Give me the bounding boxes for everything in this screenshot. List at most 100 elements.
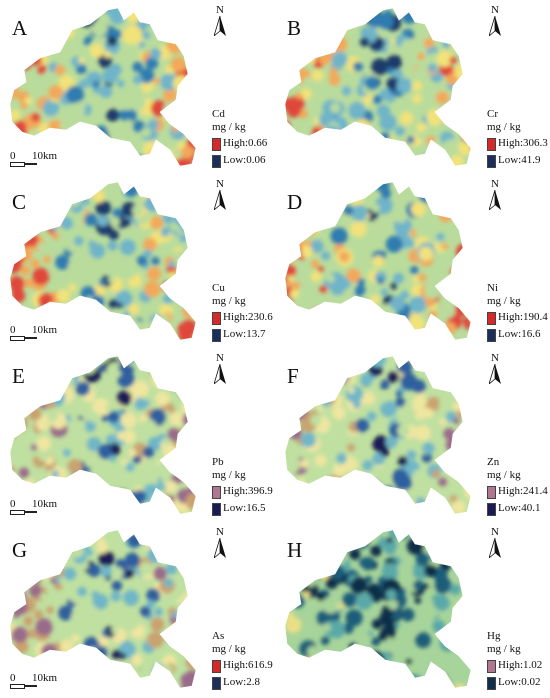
legend-high-row: High:230.6 [212, 310, 276, 326]
legend-low-label: Low:0.02 [498, 676, 541, 688]
legend-high-label: High:616.9 [223, 659, 273, 671]
legend-high-row: High:241.4 [487, 484, 550, 500]
legend-high-row: High:616.9 [212, 658, 276, 674]
legend-element: Cd [212, 108, 225, 120]
map-as [9, 529, 197, 689]
panel-letter: G [12, 538, 28, 562]
low-swatch [487, 677, 496, 690]
panel-letter: H [287, 538, 303, 562]
legend-low-row: Low:40.1 [487, 501, 550, 517]
legend: Cr mg / kg High:306.3 Low:41.9 [487, 108, 550, 169]
scale-zero: 0 [10, 150, 16, 162]
north-arrow-icon: N [485, 352, 505, 388]
map-cd [9, 7, 197, 167]
north-arrow-icon: N [210, 526, 230, 562]
legend-unit: mg / kg [487, 295, 521, 307]
legend-unit: mg / kg [487, 643, 521, 655]
legend-low-label: Low:13.7 [223, 328, 266, 340]
low-swatch [212, 503, 221, 516]
map-panel-h: H N Hg mg / kg High:1.02 Low:0.02 [275, 522, 550, 696]
map-zn [284, 355, 472, 515]
map-ni [284, 181, 472, 341]
legend-high-label: High:241.4 [498, 485, 548, 497]
high-swatch [212, 660, 221, 673]
north-label: N [216, 526, 224, 538]
legend-low-row: Low:0.02 [487, 675, 550, 691]
low-swatch [487, 329, 496, 342]
legend-element: Zn [487, 456, 500, 468]
legend-low-label: Low:2.8 [223, 676, 260, 688]
map-panel-f: F N Zn mg / kg High:241.4 Low:40.1 [275, 348, 550, 522]
legend-high-row: High:0.66 [212, 136, 276, 152]
map-panel-e: E N Pb mg / kg High:396.9 Low:16.5 0 10km [0, 348, 275, 522]
legend-element: As [212, 630, 225, 642]
legend-low-row: Low:13.7 [212, 327, 276, 343]
high-swatch [212, 312, 221, 325]
map-panel-c: C N Cu mg / kg High:230.6 Low:13.7 0 10km [0, 174, 275, 348]
scale-distance: 10km [32, 498, 58, 510]
scale-distance: 10km [32, 150, 58, 162]
legend-unit: mg / kg [212, 295, 246, 307]
high-swatch [212, 486, 221, 499]
legend-high-label: High:0.66 [223, 137, 268, 149]
legend-element: Pb [212, 456, 224, 468]
panel-letter: D [287, 190, 303, 214]
north-arrow-icon: N [210, 352, 230, 388]
scale-zero: 0 [10, 324, 16, 336]
legend: Zn mg / kg High:241.4 Low:40.1 [487, 456, 550, 517]
legend-unit: mg / kg [212, 469, 246, 481]
legend-low-label: Low:0.06 [223, 154, 266, 166]
legend-unit: mg / kg [487, 121, 521, 133]
map-panel-a: A N Cd mg / kg High:0.66 Low:0.06 0 10km [0, 0, 275, 174]
north-arrow-icon: N [485, 4, 505, 40]
north-label: N [491, 352, 499, 364]
legend-unit: mg / kg [212, 643, 246, 655]
legend-high-label: High:230.6 [223, 311, 273, 323]
high-swatch [487, 660, 496, 673]
legend-element: Ni [487, 282, 498, 294]
legend-low-label: Low:41.9 [498, 154, 541, 166]
low-swatch [212, 677, 221, 690]
low-swatch [212, 329, 221, 342]
high-swatch [487, 138, 496, 151]
map-panel-b: B N Cr mg / kg High:306.3 Low:41.9 [275, 0, 550, 174]
scale-distance: 10km [32, 672, 58, 684]
panel-letter: C [12, 190, 27, 214]
north-label: N [216, 4, 224, 16]
legend-low-label: Low:16.5 [223, 502, 266, 514]
low-swatch [487, 155, 496, 168]
legend-high-row: High:1.02 [487, 658, 550, 674]
legend-high-label: High:190.4 [498, 311, 548, 323]
north-label: N [491, 4, 499, 16]
legend-element: Cr [487, 108, 498, 120]
panel-letter: E [12, 364, 25, 388]
map-pb [9, 355, 197, 515]
north-label: N [491, 178, 499, 190]
legend-high-row: High:306.3 [487, 136, 550, 152]
legend: As mg / kg High:616.9 Low:2.8 [212, 630, 276, 691]
legend-high-row: High:190.4 [487, 310, 550, 326]
panel-letter: A [12, 16, 28, 40]
low-swatch [487, 503, 496, 516]
north-label: N [491, 526, 499, 538]
legend: Ni mg / kg High:190.4 Low:16.6 [487, 282, 550, 343]
legend-low-row: Low:41.9 [487, 153, 550, 169]
map-panel-d: D N Ni mg / kg High:190.4 Low:16.6 [275, 174, 550, 348]
legend: Cd mg / kg High:0.66 Low:0.06 [212, 108, 276, 169]
legend: Hg mg / kg High:1.02 Low:0.02 [487, 630, 550, 691]
legend: Cu mg / kg High:230.6 Low:13.7 [212, 282, 276, 343]
scale-zero: 0 [10, 498, 16, 510]
legend-low-label: Low:16.6 [498, 328, 541, 340]
north-label: N [216, 178, 224, 190]
panel-letter: F [287, 364, 299, 388]
legend-element: Hg [487, 630, 501, 642]
north-arrow-icon: N [485, 526, 505, 562]
map-cu [9, 181, 197, 341]
north-label: N [216, 352, 224, 364]
legend-high-row: High:396.9 [212, 484, 276, 500]
map-hg [284, 529, 472, 689]
legend-low-row: Low:16.6 [487, 327, 550, 343]
legend-low-label: Low:40.1 [498, 502, 541, 514]
north-arrow-icon: N [210, 4, 230, 40]
